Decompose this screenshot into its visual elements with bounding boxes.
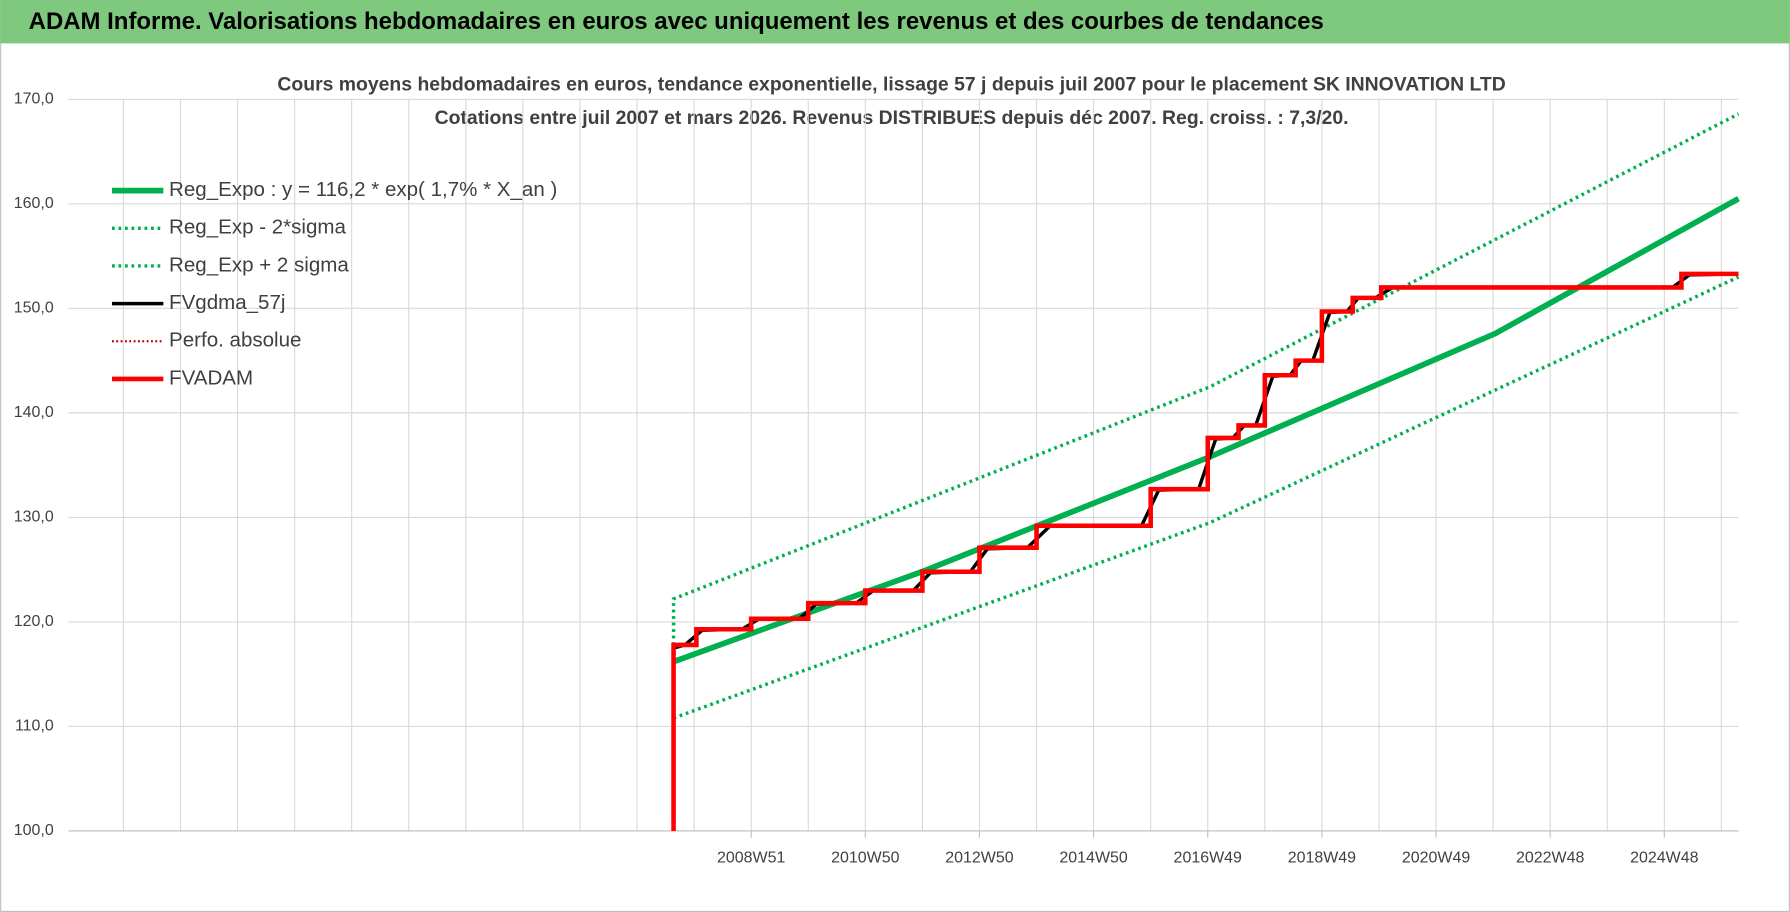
y-tick-label: 110,0 (15, 718, 54, 735)
y-tick-label: 140,0 (14, 404, 54, 421)
chart-title: Cours moyens hebdomadaires en euros, ten… (277, 74, 1505, 96)
legend-label: FVgdma_57j (169, 291, 285, 314)
x-tick-label: 2018W49 (1288, 850, 1356, 867)
legend-label: Perfo. absolue (169, 329, 301, 352)
x-tick-label: 2016W49 (1174, 850, 1242, 867)
y-tick-label: 170,0 (14, 91, 54, 108)
series-line (671, 271, 1739, 831)
series-line (672, 275, 1740, 720)
legend-label: Reg_Exp + 2 sigma (169, 253, 349, 276)
y-tick-label: 130,0 (14, 509, 54, 526)
y-tick-label: 100,0 (14, 822, 54, 839)
x-tick-label: 2024W48 (1630, 850, 1698, 867)
banner (0, 0, 1790, 44)
chart-subtitle: Cotations entre juil 2007 et mars 2026. … (435, 107, 1349, 129)
legend-label: Reg_Expo : y = 116,2 * exp( 1,7% * X_an … (169, 178, 557, 201)
banner-title: ADAM Informe. Valorisations hebdomadaire… (29, 8, 1324, 35)
x-tick-label: 2020W49 (1402, 850, 1470, 867)
y-tick-label: 150,0 (14, 300, 54, 317)
x-tick-label: 2010W50 (831, 850, 899, 867)
y-tick-label: 120,0 (14, 613, 54, 630)
plot (671, 112, 1740, 831)
series-line (671, 112, 1740, 645)
x-tick-label: 2008W51 (717, 850, 785, 867)
x-tick-label: 2022W48 (1516, 850, 1584, 867)
legend-label: FVADAM (169, 366, 253, 389)
x-tick-label: 2014W50 (1059, 850, 1127, 867)
legend: Reg_Expo : y = 116,2 * exp( 1,7% * X_an … (111, 178, 557, 389)
y-tick-label: 160,0 (14, 195, 54, 212)
legend-label: Reg_Exp - 2*sigma (169, 216, 346, 239)
grid: 100,0 110,0 120,0 130,0 140,0 150,0 160,0 170,0… (14, 91, 1739, 867)
x-tick-label: 2012W50 (945, 850, 1013, 867)
